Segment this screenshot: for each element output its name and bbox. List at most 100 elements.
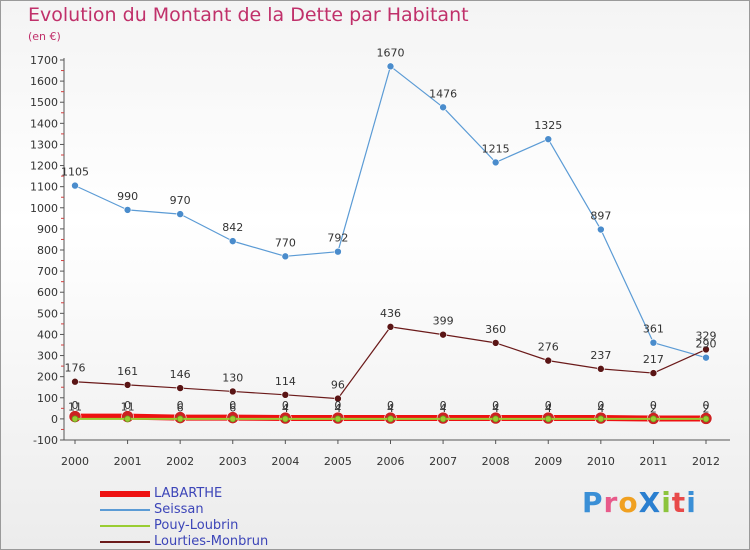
- y-tick-label: 1600: [30, 75, 58, 88]
- data-point: [544, 135, 553, 143]
- data-label: 4: [334, 402, 341, 415]
- data-label: 0: [545, 399, 552, 412]
- data-label: 11: [121, 401, 135, 414]
- data-label: 361: [643, 323, 664, 336]
- x-tick-label: 2012: [692, 455, 720, 468]
- data-point: [386, 62, 395, 71]
- y-tick-label: 300: [37, 350, 58, 363]
- data-point: [334, 394, 342, 403]
- data-label: 1325: [534, 119, 562, 132]
- data-label: 970: [170, 194, 191, 207]
- x-tick-label: 2002: [166, 455, 194, 468]
- data-point: [491, 158, 500, 167]
- data-label: 1670: [377, 46, 405, 59]
- data-point: [702, 345, 710, 354]
- data-label: 770: [275, 236, 296, 249]
- x-tick-label: 2001: [114, 455, 142, 468]
- data-label: 237: [590, 349, 611, 362]
- data-label: 360: [485, 323, 506, 336]
- data-point: [597, 365, 605, 373]
- data-point: [123, 206, 132, 214]
- data-point: [544, 415, 552, 423]
- data-point: [228, 387, 237, 396]
- data-label: 792: [327, 232, 348, 245]
- data-point: [228, 237, 237, 245]
- legend-label: Seissan: [154, 502, 204, 517]
- data-point: [334, 415, 342, 423]
- x-tick-label: 2000: [61, 455, 89, 468]
- data-label: 1215: [482, 142, 510, 155]
- y-tick-label: 100: [37, 392, 58, 405]
- chart-title: Evolution du Montant de la Dette par Hab…: [28, 4, 469, 26]
- data-label: 0: [387, 399, 394, 412]
- y-tick-label: 0: [51, 413, 58, 426]
- data-label: 0: [650, 399, 657, 412]
- data-label: 6: [177, 402, 184, 415]
- data-label: 2: [650, 402, 657, 415]
- data-point: [176, 415, 184, 423]
- data-label: 842: [222, 221, 243, 234]
- data-point: [492, 415, 500, 423]
- data-label: 176: [65, 362, 86, 375]
- data-label: 436: [380, 307, 401, 320]
- data-point: [281, 391, 290, 399]
- data-label: 0: [124, 399, 131, 412]
- data-label: 2: [703, 402, 710, 415]
- data-label: 217: [643, 353, 664, 366]
- data-label: 4: [282, 402, 289, 415]
- data-label: 4: [492, 402, 499, 415]
- x-tick-label: 2008: [482, 455, 510, 468]
- data-point: [71, 377, 79, 386]
- data-label: 130: [222, 371, 243, 384]
- y-tick-label: 200: [37, 371, 58, 384]
- data-label: 4: [597, 402, 604, 415]
- data-point: [71, 415, 79, 423]
- data-label: 161: [117, 365, 138, 378]
- legend-label: Pouy-Loubrin: [154, 518, 239, 533]
- data-point: [176, 384, 184, 392]
- data-label: 146: [170, 368, 191, 381]
- x-tick-label: 2005: [324, 455, 352, 468]
- data-point: [387, 415, 394, 423]
- data-label: 1105: [61, 166, 89, 179]
- legend-label: Lourties-Monbrun: [154, 534, 269, 549]
- data-point: [649, 338, 658, 347]
- data-point: [386, 323, 395, 331]
- x-tick-label: 2006: [377, 455, 405, 468]
- data-point: [597, 415, 605, 423]
- data-label: 897: [590, 210, 611, 223]
- data-point: [229, 415, 237, 423]
- y-tick-label: 1500: [30, 96, 58, 109]
- x-tick-label: 2003: [219, 455, 247, 468]
- x-tick-label: 2004: [271, 455, 299, 468]
- y-tick-label: 700: [37, 265, 58, 278]
- data-label: 114: [275, 375, 296, 388]
- data-point: [439, 415, 447, 423]
- x-tick-label: 2007: [429, 455, 457, 468]
- data-point: [702, 415, 710, 423]
- data-point: [491, 339, 500, 347]
- data-point: [124, 415, 131, 423]
- y-tick-label: 600: [37, 286, 58, 299]
- data-label: 0: [282, 399, 289, 412]
- series-line-lourties-monbrun: [74, 326, 707, 400]
- data-point: [650, 415, 657, 423]
- data-point: [71, 181, 79, 190]
- data-point: [439, 330, 447, 339]
- data-point: [281, 415, 289, 423]
- data-label: 276: [538, 341, 559, 354]
- data-label: 4: [545, 402, 552, 415]
- y-tick-label: 1000: [30, 202, 58, 215]
- data-point: [176, 210, 184, 218]
- proxiti-logo: ProXiti: [582, 486, 697, 519]
- data-label: 0: [334, 399, 341, 412]
- data-label: 0: [597, 399, 604, 412]
- data-point: [123, 381, 132, 389]
- data-label: 329: [696, 329, 717, 342]
- data-point: [439, 103, 447, 112]
- data-label: 990: [117, 190, 138, 203]
- data-label: 399: [433, 315, 454, 328]
- y-tick-label: 400: [37, 328, 58, 341]
